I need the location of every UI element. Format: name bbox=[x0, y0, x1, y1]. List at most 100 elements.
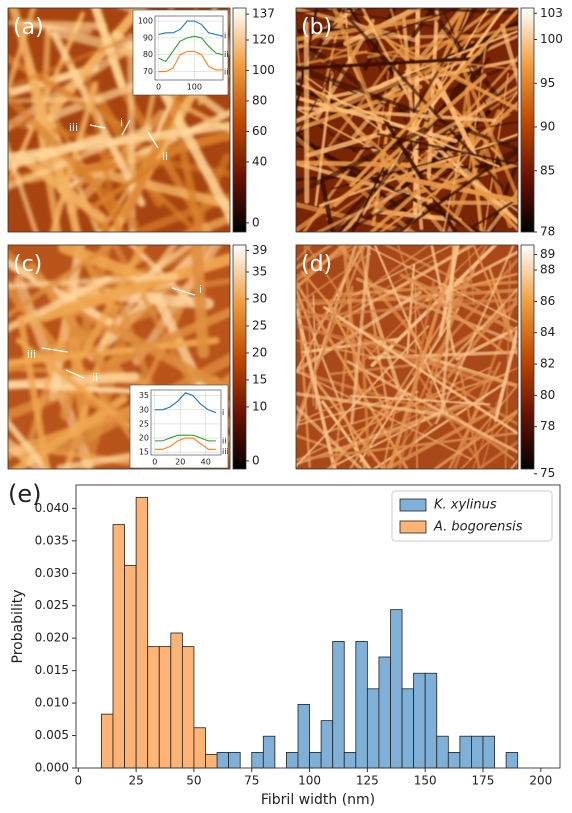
marker-label: ii bbox=[162, 150, 168, 163]
histogram-bar bbox=[205, 754, 217, 768]
inset-y-tick-label: 20 bbox=[139, 434, 149, 443]
colorbar-tick-label: 0 bbox=[252, 453, 260, 467]
inset-series-label: ii bbox=[222, 436, 226, 445]
colorbar-tick-label: 35 bbox=[252, 264, 267, 278]
legend-label: A. bogorensis bbox=[433, 520, 523, 535]
histogram-bar bbox=[321, 721, 333, 768]
histogram-bar bbox=[171, 633, 183, 768]
colorbar-tick-label: 86 bbox=[540, 294, 555, 308]
marker-label: ii bbox=[92, 371, 98, 384]
inset-y-tick-label: 35 bbox=[139, 391, 149, 400]
histogram-bar bbox=[356, 641, 368, 768]
inset-x-tick-label: 20 bbox=[175, 458, 185, 467]
histogram-bar bbox=[310, 752, 322, 768]
panel-label: (a) bbox=[13, 15, 44, 40]
panel-label: (b) bbox=[301, 15, 332, 40]
y-tick-label: 0.010 bbox=[35, 696, 69, 710]
histogram-bar bbox=[379, 657, 391, 768]
inset-y-tick-label: 90 bbox=[143, 33, 153, 42]
marker-label: i bbox=[199, 283, 202, 296]
colorbar-tick-label: 103 bbox=[540, 6, 563, 20]
legend-swatch bbox=[400, 499, 426, 511]
histogram-bar bbox=[298, 704, 310, 768]
histogram-bar bbox=[148, 647, 160, 768]
colorbar-tick-label: 15 bbox=[252, 372, 267, 386]
colorbar-tick-label: 100 bbox=[540, 32, 563, 46]
colorbar-tick-label: 82 bbox=[540, 357, 555, 371]
inset-series-label: iii bbox=[222, 447, 229, 456]
legend-swatch bbox=[400, 521, 426, 533]
histogram-bar bbox=[159, 647, 171, 768]
inset-x-tick-label: 0 bbox=[156, 83, 161, 92]
histogram-bar bbox=[113, 525, 125, 768]
y-tick-label: 0.040 bbox=[35, 501, 69, 515]
marker-label: iii bbox=[27, 348, 36, 361]
x-tick-label: 200 bbox=[529, 774, 552, 788]
x-tick-label: 150 bbox=[414, 774, 437, 788]
inset-y-tick-label: 30 bbox=[139, 405, 149, 414]
y-tick-label: 0.000 bbox=[35, 761, 69, 775]
colorbar bbox=[233, 245, 246, 469]
inset-series-label: i bbox=[222, 408, 224, 417]
histogram-bar bbox=[194, 728, 206, 768]
colorbar-tick-label: 78 bbox=[540, 419, 555, 433]
marker-label: iii bbox=[69, 121, 78, 134]
panel-label: (c) bbox=[13, 252, 42, 277]
inset-x-tick-label: 100 bbox=[187, 83, 202, 92]
histogram-bar bbox=[333, 641, 345, 768]
inset-y-tick-label: 25 bbox=[139, 419, 149, 428]
y-tick-label: 0.005 bbox=[35, 728, 69, 742]
colorbar-tick-label: 20 bbox=[252, 345, 267, 359]
colorbar-tick-label: 78 bbox=[540, 225, 555, 239]
histogram-bar bbox=[367, 689, 379, 768]
colorbar-tick-label: 40 bbox=[252, 154, 267, 168]
inset-series-label: ii bbox=[224, 50, 228, 59]
colorbar-tick-label: 80 bbox=[540, 388, 555, 402]
histogram-bar bbox=[448, 752, 460, 768]
histogram-bar bbox=[286, 752, 298, 768]
colorbar-tick-label: 90 bbox=[540, 120, 555, 134]
colorbar-tick-label: 95 bbox=[540, 76, 555, 90]
y-tick-label: 0.030 bbox=[35, 566, 69, 580]
colorbar-tick-label: 84 bbox=[540, 325, 555, 339]
histogram-bar bbox=[414, 673, 426, 768]
x-axis-label: Fibril width (nm) bbox=[261, 792, 375, 808]
x-tick-label: 175 bbox=[472, 774, 495, 788]
histogram-bar bbox=[437, 736, 449, 768]
colorbar-tick-label: 89 bbox=[540, 247, 555, 261]
colorbar-tick-label: 25 bbox=[252, 318, 267, 332]
y-tick-label: 0.025 bbox=[35, 598, 69, 612]
colorbar-tick-label: 60 bbox=[252, 124, 267, 138]
histogram-bar bbox=[483, 736, 495, 768]
x-tick-label: 25 bbox=[128, 774, 143, 788]
histogram-bar bbox=[402, 689, 414, 768]
colorbar-tick-label: 75 bbox=[540, 466, 555, 480]
histogram-bar bbox=[344, 752, 356, 768]
y-axis-label: Probability bbox=[10, 589, 26, 663]
histogram-bar bbox=[101, 714, 113, 768]
inset-y-tick-label: 70 bbox=[143, 67, 153, 76]
colorbar-tick-label: 85 bbox=[540, 163, 555, 177]
inset-x-tick-label: 40 bbox=[201, 458, 211, 467]
inset-series-label: i bbox=[224, 32, 226, 41]
colorbar-tick-label: 137 bbox=[252, 7, 275, 21]
figure: (a)0406080100120137iiiiii0100708090100ii… bbox=[0, 0, 572, 809]
colorbar-tick-label: 120 bbox=[252, 33, 275, 47]
histogram-bar bbox=[390, 610, 402, 768]
colorbar-tick-label: 100 bbox=[252, 63, 275, 77]
histogram-bar bbox=[182, 647, 194, 768]
histogram-bar bbox=[252, 752, 264, 768]
inset-y-tick-label: 15 bbox=[139, 448, 149, 457]
inset-y-tick-label: 100 bbox=[138, 17, 153, 26]
colorbar bbox=[521, 245, 534, 469]
x-tick-label: 125 bbox=[356, 774, 379, 788]
histogram-bar bbox=[136, 497, 148, 768]
inset-y-tick-label: 80 bbox=[143, 50, 153, 59]
colorbar-tick-label: 80 bbox=[252, 93, 267, 107]
marker-label: i bbox=[120, 116, 123, 129]
histogram-bar bbox=[217, 752, 229, 768]
x-tick-label: 0 bbox=[74, 774, 82, 788]
x-tick-label: 75 bbox=[244, 774, 259, 788]
colorbar-tick-label: 88 bbox=[540, 263, 555, 277]
histogram-bar bbox=[506, 752, 518, 768]
